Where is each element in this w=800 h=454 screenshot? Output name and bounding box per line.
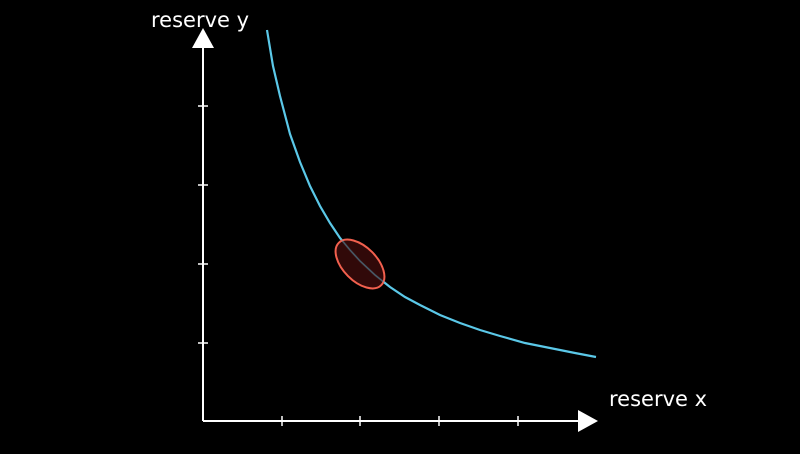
y-ticks <box>198 105 208 344</box>
y-axis-label: reserve y <box>151 8 249 32</box>
y-arrow <box>192 28 214 48</box>
curve-inside <box>339 237 386 284</box>
x-arrow <box>578 410 598 432</box>
x-ticks <box>281 416 519 426</box>
x-axis-label: reserve x <box>609 387 707 411</box>
highlight-region <box>334 238 386 290</box>
